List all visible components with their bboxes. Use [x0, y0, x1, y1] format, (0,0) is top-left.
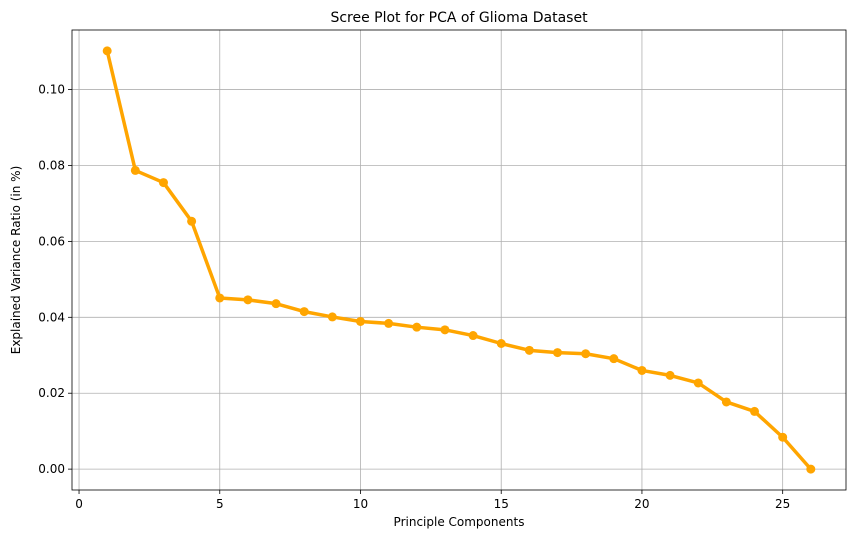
- x-tick-label: 5: [216, 497, 224, 511]
- data-point: [412, 322, 422, 332]
- y-tick-label: 0.02: [38, 386, 65, 400]
- data-point: [440, 325, 450, 335]
- data-point: [299, 307, 309, 317]
- series-line: [105, 49, 813, 471]
- data-point: [581, 349, 591, 359]
- x-axis-label: Principle Components: [394, 515, 525, 529]
- data-point: [468, 331, 478, 341]
- data-point: [806, 464, 816, 474]
- y-tick-label: 0.06: [38, 234, 65, 248]
- data-point: [355, 316, 365, 326]
- data-point: [384, 318, 394, 328]
- y-tick-label: 0.10: [38, 83, 65, 97]
- x-tick-label: 25: [775, 497, 790, 511]
- data-point: [215, 293, 225, 303]
- data-point: [187, 216, 197, 226]
- x-tick-label: 20: [634, 497, 649, 511]
- data-point: [524, 345, 534, 355]
- grid-lines: [72, 30, 846, 490]
- y-tick-label: 0.04: [38, 310, 65, 324]
- y-tick-label: 0.08: [38, 158, 65, 172]
- y-axis-label: Explained Variance Ratio (in %): [9, 166, 23, 355]
- y-tick-label: 0.00: [38, 462, 65, 476]
- data-point: [693, 378, 703, 388]
- chart-title: Scree Plot for PCA of Glioma Dataset: [330, 10, 588, 26]
- x-tick-label: 0: [75, 497, 83, 511]
- data-point: [496, 338, 506, 348]
- data-point: [243, 295, 253, 305]
- data-point: [637, 365, 647, 375]
- axes-frame: [71, 29, 847, 491]
- data-point: [750, 406, 760, 416]
- data-point: [665, 370, 675, 380]
- data-point: [553, 348, 563, 358]
- x-tick-label: 15: [494, 497, 509, 511]
- data-point: [327, 312, 337, 322]
- data-point: [609, 354, 619, 364]
- data-point: [778, 432, 788, 442]
- x-tick-label: 10: [353, 497, 368, 511]
- data-point: [102, 46, 112, 56]
- data-point: [158, 178, 168, 188]
- axis-ticks: 0 5 10 15 20 25 0.00 0.02 0.04 0.06 0.08 0.10: [38, 83, 790, 511]
- data-point: [271, 299, 281, 309]
- data-point: [721, 397, 731, 407]
- data-point: [130, 165, 140, 175]
- series-layer: [102, 46, 816, 474]
